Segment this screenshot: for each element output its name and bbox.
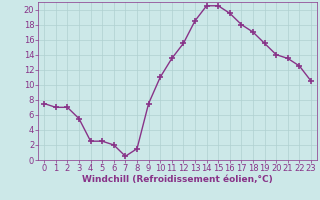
X-axis label: Windchill (Refroidissement éolien,°C): Windchill (Refroidissement éolien,°C): [82, 175, 273, 184]
